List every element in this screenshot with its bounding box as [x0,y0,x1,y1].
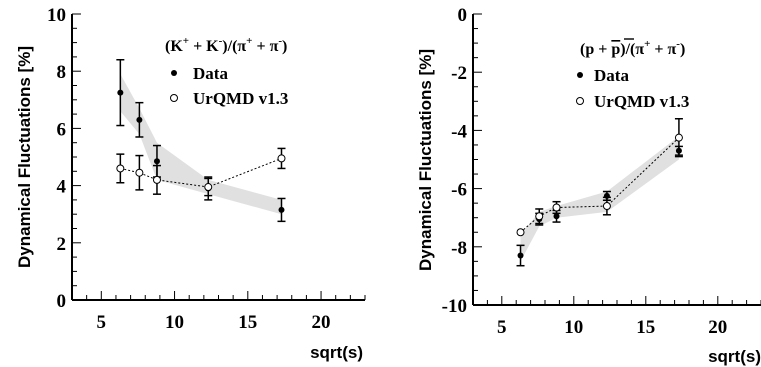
x-tick-label: 20 [312,312,331,333]
axes-frame [472,14,761,306]
data-point-urqmd [602,202,611,211]
series-line-urqmd [520,137,680,233]
data-point-data [517,252,524,259]
legend-marker-data [171,70,177,76]
data-point-urqmd [674,133,683,142]
y-tick-label: 8 [57,62,67,83]
x-tick-label: 10 [564,317,583,338]
series-marks [116,59,286,223]
y-tick-label: -8 [451,238,467,259]
x-axis-title: sqrt(s) [310,343,363,362]
x-axis-title: sqrt(s) [708,347,761,366]
legend: Data UrQMD v1.3 [170,64,288,108]
chart-panel-proton-pion: 5 10 15 20 -10 -8 -6 -4 -2 0 Dynamical Fluctuatio… [416,5,761,366]
data-point-urqmd [152,175,161,184]
model-band [520,136,679,262]
data-point-data [278,206,285,213]
data-point-data [136,116,143,123]
data-point-urqmd [277,154,286,163]
y-tick-label: -4 [451,121,467,142]
data-point-data [553,213,560,220]
axis-ticks [71,13,366,301]
y-axis-title: Dynamical Fluctuations [%] [416,49,435,271]
data-point-urqmd [204,183,213,192]
legend: Data UrQMD v1.3 [576,66,689,111]
data-point-urqmd [116,164,125,173]
series-line-urqmd [120,157,282,188]
x-tick-label: 5 [497,317,507,338]
y-tick-label: -6 [451,180,467,201]
y-tick-label: 10 [47,5,66,26]
legend-label-data: Data [193,64,228,83]
ratio-label: (p + p)/(π+ + π-) [580,38,685,58]
chart-panel-kaon-pion: 5 10 15 20 0 2 4 6 8 10 Dynamical Fluctuations [%… [15,5,366,362]
x-tick-label: 15 [636,317,655,338]
y-tick-label: 6 [57,119,67,140]
x-tick-label: 20 [708,317,727,338]
data-point-urqmd [516,228,525,237]
data-point-urqmd [552,203,561,212]
series-marks [516,118,683,267]
y-tick-label: 0 [57,291,67,312]
legend-label-data: Data [594,66,629,85]
ratio-label: (K+ + K-)/(π+ + π-) [165,35,287,55]
legend-label-urqmd: UrQMD v1.3 [193,89,288,108]
y-tick-label: -2 [451,63,467,84]
data-point-urqmd [135,168,144,177]
legend-marker-data [577,72,583,78]
data-point-data [117,89,124,96]
x-tick-label: 5 [97,312,107,333]
y-tick-label: -10 [442,296,467,317]
tick-labels: 5 10 15 20 -10 -8 -6 -4 -2 0 [442,5,728,338]
data-point-urqmd [535,212,544,221]
systematic-band [520,136,679,262]
data-point-data [153,158,160,165]
axes-frame [71,14,365,301]
x-tick-label: 15 [238,312,257,333]
x-tick-label: 10 [165,312,184,333]
tick-labels: 5 10 15 20 0 2 4 6 8 10 [47,5,331,333]
y-tick-label: 4 [57,177,67,198]
legend-marker-urqmd [170,94,178,102]
y-tick-label: 0 [458,5,468,26]
legend-marker-urqmd [576,97,584,105]
y-axis-title: Dynamical Fluctuations [%] [15,46,34,268]
y-tick-label: 2 [57,234,67,255]
legend-label-urqmd: UrQMD v1.3 [594,92,689,111]
